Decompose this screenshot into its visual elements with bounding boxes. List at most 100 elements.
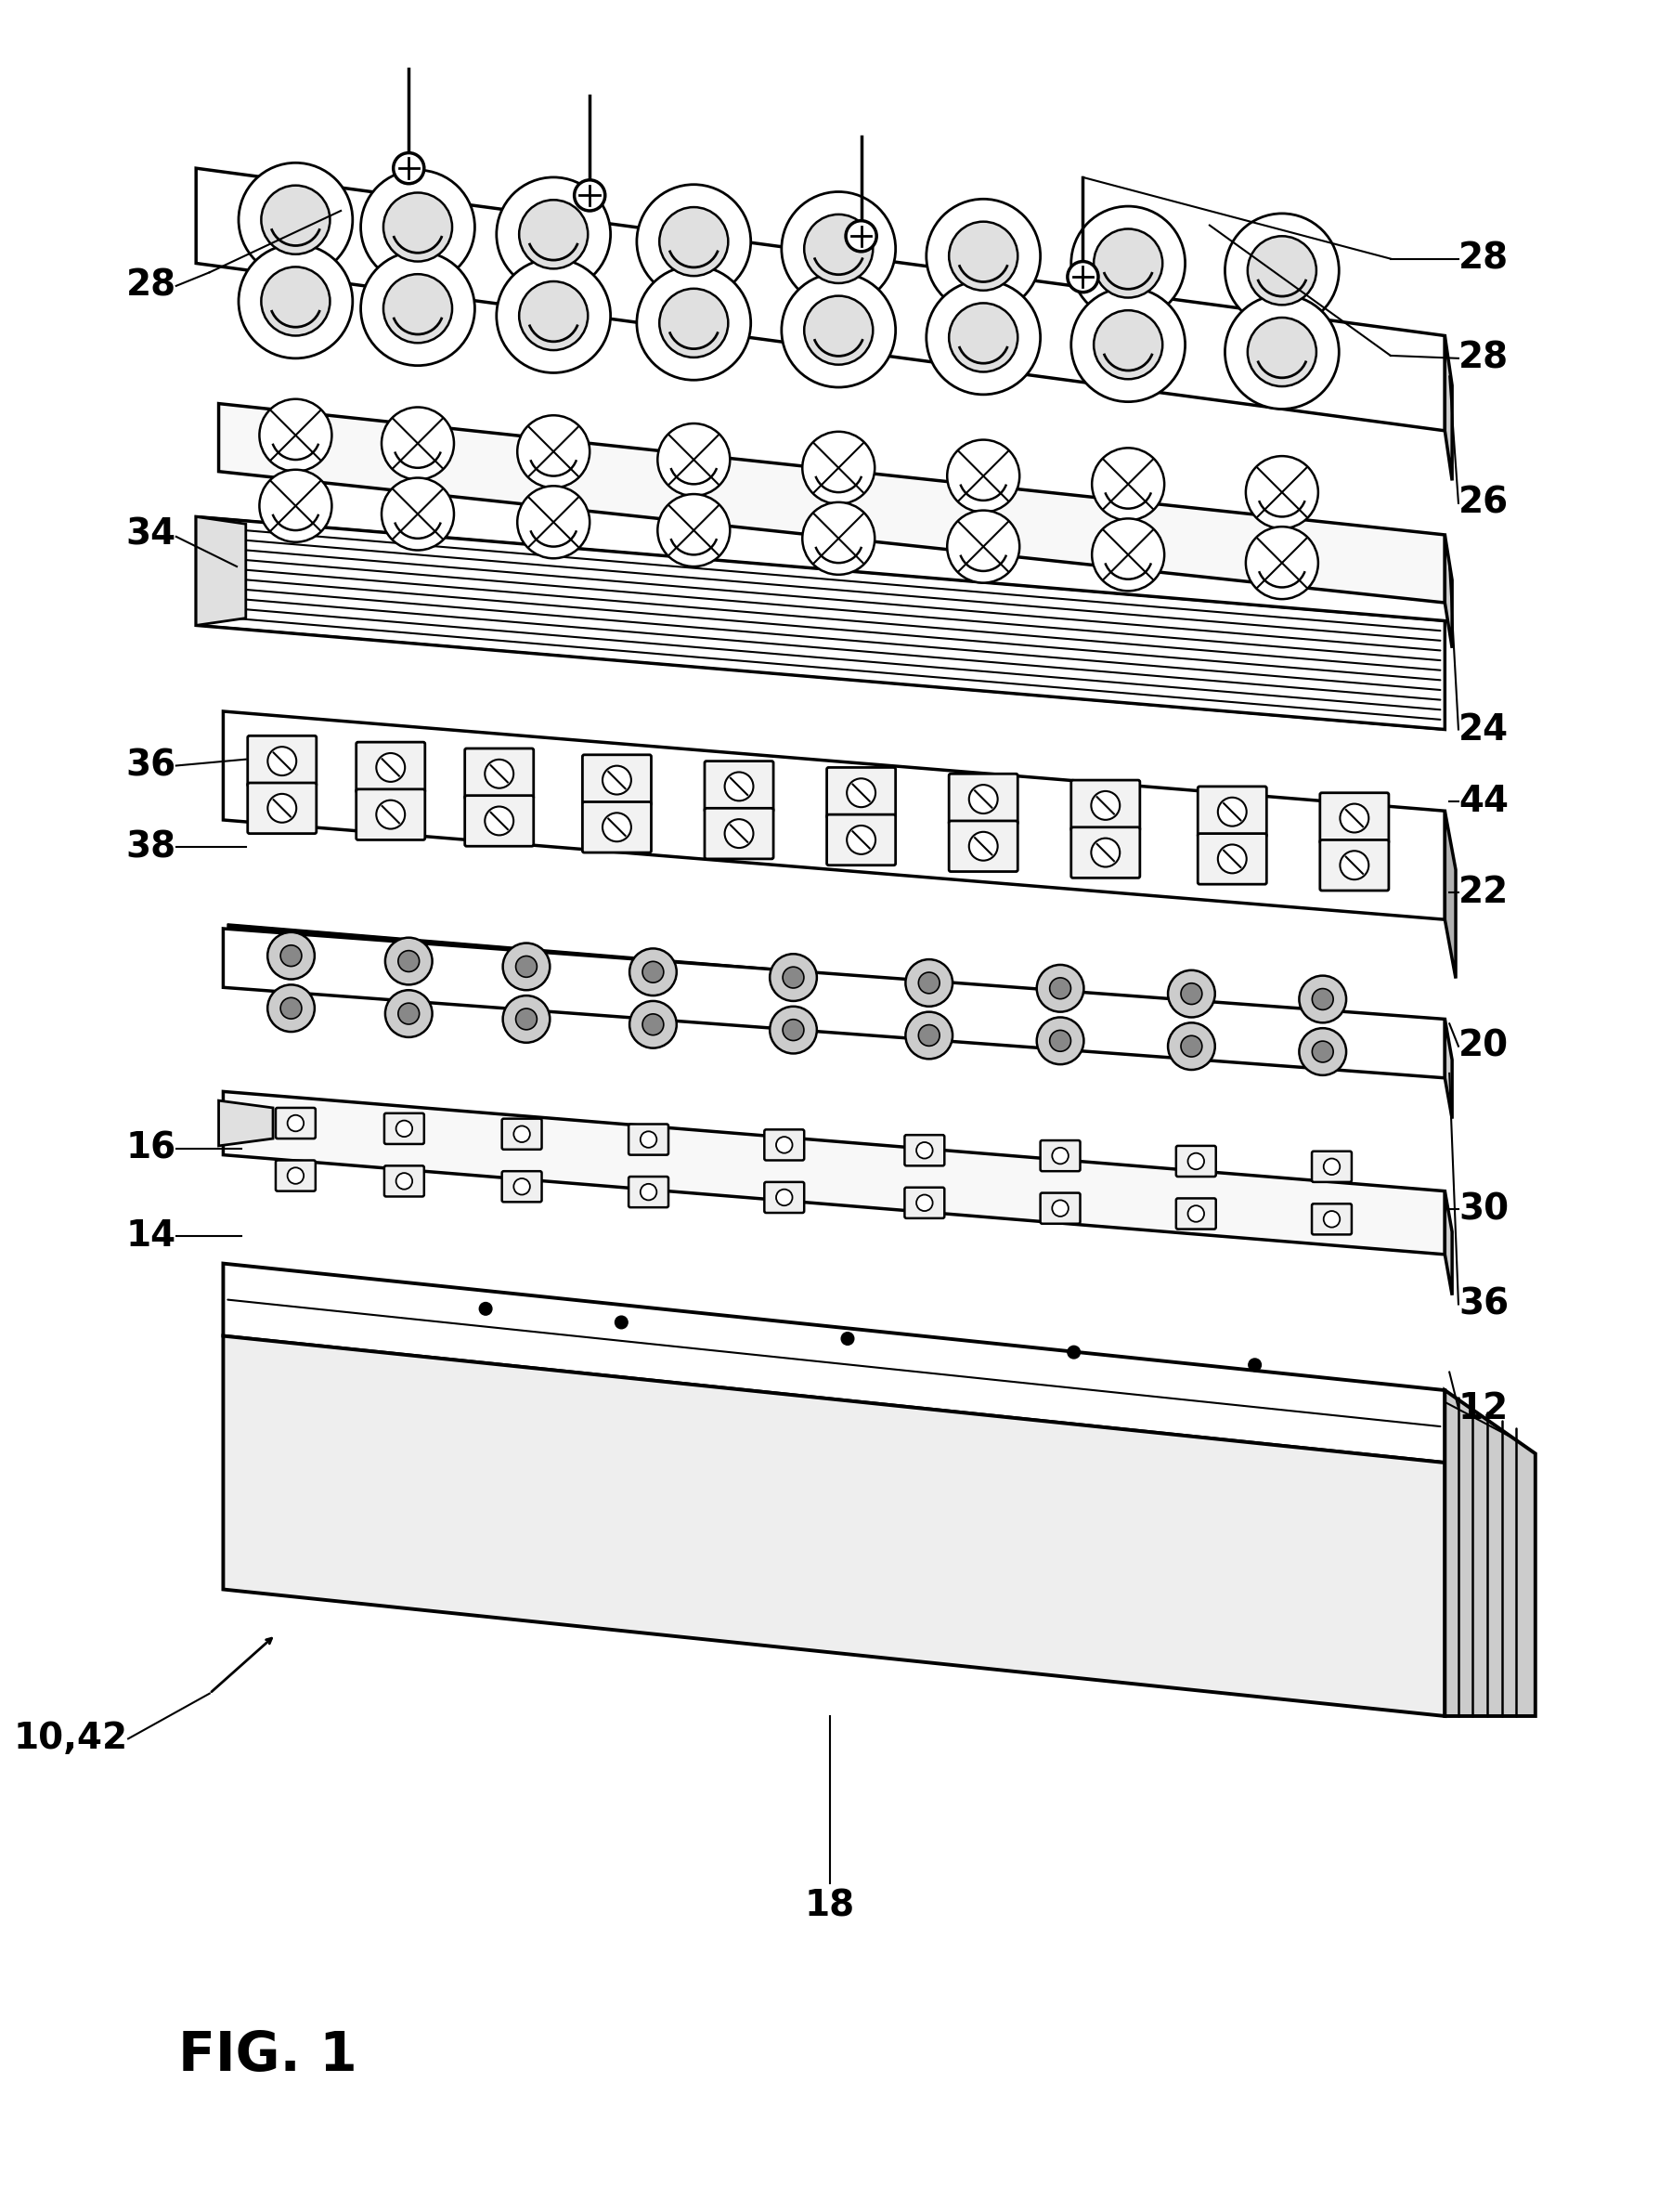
Circle shape	[918, 973, 940, 993]
FancyBboxPatch shape	[905, 1188, 945, 1219]
Circle shape	[517, 416, 590, 489]
Text: 28: 28	[1458, 241, 1508, 276]
Circle shape	[261, 186, 329, 254]
Circle shape	[268, 931, 314, 980]
Circle shape	[846, 825, 876, 854]
Polygon shape	[1445, 1020, 1451, 1119]
Circle shape	[1217, 799, 1247, 825]
Circle shape	[261, 268, 329, 336]
Circle shape	[281, 945, 301, 967]
Circle shape	[1324, 1210, 1339, 1228]
Circle shape	[769, 953, 818, 1002]
Circle shape	[630, 1002, 677, 1048]
FancyBboxPatch shape	[1319, 792, 1389, 843]
Circle shape	[970, 832, 998, 860]
Text: 16: 16	[125, 1130, 176, 1166]
Circle shape	[769, 1006, 818, 1053]
Circle shape	[515, 1009, 537, 1031]
Circle shape	[1052, 1148, 1068, 1164]
Circle shape	[782, 967, 804, 989]
Polygon shape	[222, 1336, 1445, 1717]
Circle shape	[1180, 982, 1202, 1004]
FancyBboxPatch shape	[356, 790, 425, 841]
Circle shape	[1226, 294, 1339, 409]
Circle shape	[398, 1002, 420, 1024]
FancyBboxPatch shape	[1040, 1192, 1080, 1223]
FancyBboxPatch shape	[582, 803, 650, 852]
FancyBboxPatch shape	[1072, 827, 1140, 878]
Circle shape	[398, 951, 420, 971]
Circle shape	[916, 1141, 933, 1159]
Polygon shape	[222, 712, 1445, 920]
Circle shape	[396, 1172, 413, 1190]
Circle shape	[1050, 1031, 1070, 1051]
Polygon shape	[196, 518, 246, 626]
Circle shape	[1246, 526, 1318, 599]
Circle shape	[642, 1013, 664, 1035]
Circle shape	[513, 1126, 530, 1141]
Circle shape	[1050, 978, 1070, 1000]
Circle shape	[1299, 975, 1346, 1022]
Circle shape	[268, 748, 296, 776]
Circle shape	[640, 1130, 657, 1148]
Text: 36: 36	[125, 748, 176, 783]
Circle shape	[381, 407, 455, 480]
Circle shape	[1217, 845, 1247, 874]
Circle shape	[1339, 852, 1369, 880]
Circle shape	[1072, 206, 1185, 321]
FancyBboxPatch shape	[582, 754, 650, 805]
Circle shape	[602, 765, 632, 794]
Circle shape	[804, 296, 873, 365]
Text: FIG. 1: FIG. 1	[177, 2028, 356, 2081]
Polygon shape	[219, 403, 1445, 602]
Circle shape	[385, 991, 433, 1037]
FancyBboxPatch shape	[704, 807, 774, 858]
Circle shape	[1092, 449, 1164, 520]
Circle shape	[503, 995, 550, 1042]
FancyBboxPatch shape	[826, 814, 896, 865]
Polygon shape	[1445, 336, 1451, 480]
Circle shape	[513, 1179, 530, 1194]
Circle shape	[376, 752, 405, 781]
FancyBboxPatch shape	[1197, 787, 1267, 836]
Circle shape	[396, 1121, 413, 1137]
FancyBboxPatch shape	[905, 1135, 945, 1166]
Circle shape	[781, 274, 896, 387]
Circle shape	[259, 469, 331, 542]
Text: 30: 30	[1458, 1192, 1508, 1228]
Circle shape	[361, 170, 475, 283]
Circle shape	[383, 274, 451, 343]
Circle shape	[1226, 215, 1339, 327]
Circle shape	[776, 1190, 793, 1206]
Circle shape	[781, 192, 896, 305]
Circle shape	[804, 215, 873, 283]
Circle shape	[1037, 1018, 1083, 1064]
FancyBboxPatch shape	[704, 761, 774, 812]
Circle shape	[1093, 228, 1162, 299]
Circle shape	[393, 153, 425, 184]
Circle shape	[659, 208, 727, 276]
Circle shape	[1187, 1206, 1204, 1221]
FancyBboxPatch shape	[465, 796, 533, 847]
Circle shape	[1037, 964, 1083, 1011]
Text: 14: 14	[125, 1219, 176, 1254]
FancyBboxPatch shape	[629, 1177, 669, 1208]
Circle shape	[361, 252, 475, 365]
Circle shape	[1067, 261, 1099, 292]
FancyBboxPatch shape	[385, 1113, 425, 1144]
Circle shape	[906, 960, 953, 1006]
FancyBboxPatch shape	[502, 1170, 542, 1201]
Circle shape	[659, 288, 727, 358]
Circle shape	[846, 779, 876, 807]
Circle shape	[485, 759, 513, 787]
Polygon shape	[1445, 1389, 1535, 1717]
Text: 10,42: 10,42	[13, 1721, 129, 1756]
Circle shape	[573, 179, 605, 210]
FancyBboxPatch shape	[1197, 834, 1267, 885]
Circle shape	[1169, 971, 1216, 1018]
Circle shape	[926, 281, 1040, 394]
Circle shape	[1249, 1358, 1261, 1371]
Polygon shape	[219, 1102, 273, 1146]
Circle shape	[724, 772, 754, 801]
Circle shape	[637, 265, 751, 380]
